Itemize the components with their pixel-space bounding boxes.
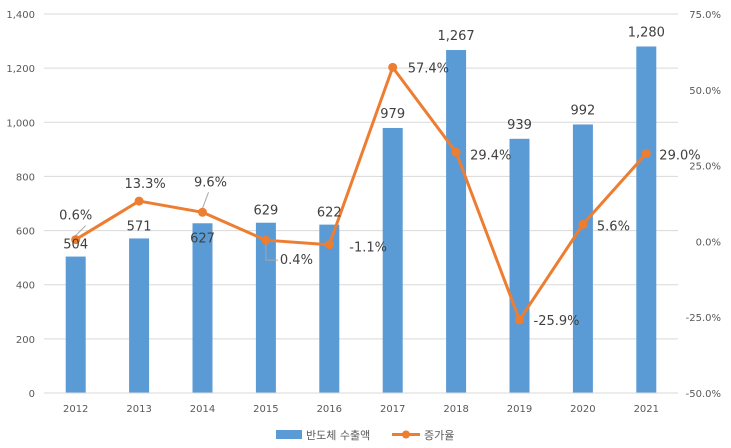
- y-left-tick-label: 400: [16, 281, 35, 292]
- bar-data-label: 992: [570, 103, 595, 118]
- bar-data-label: 571: [127, 219, 152, 234]
- legend-swatch-marker: [402, 430, 410, 439]
- y-right-tick-label: -25.0%: [686, 313, 721, 324]
- y-right-tick-label: -50.0%: [686, 389, 721, 400]
- bar-data-label: 629: [253, 204, 278, 219]
- line-data-label: 9.6%: [194, 175, 227, 190]
- y-left-tick-label: 600: [16, 227, 35, 238]
- y-right-tick-label: 0.0%: [696, 237, 721, 248]
- bar-series: [65, 46, 657, 394]
- x-tick-label: 2020: [570, 404, 595, 415]
- bar: [65, 256, 86, 393]
- bar: [192, 223, 213, 393]
- line-data-label: 5.6%: [597, 219, 630, 234]
- x-tick-label: 2012: [63, 404, 88, 415]
- line-data-label: 57.4%: [408, 61, 449, 76]
- bar-data-label: 1,280: [628, 25, 665, 40]
- line-data-label: 29.4%: [470, 148, 511, 163]
- bar-data-label: 622: [317, 206, 342, 221]
- bar: [382, 127, 403, 394]
- bar: [319, 224, 340, 393]
- bar-data-label: 939: [507, 118, 532, 133]
- bar-data-label: 979: [380, 107, 405, 122]
- line-marker: [388, 62, 398, 72]
- line-marker: [198, 207, 207, 217]
- line-marker: [515, 315, 524, 325]
- line-marker: [134, 196, 144, 206]
- line-data-labels: 0.6% 13.3% 9.6% 0.4% -1.1% 57.4% 29.4% -25.9% 5.…: [59, 61, 700, 329]
- bar: [509, 138, 530, 393]
- y-left-tick-label: 0: [29, 389, 35, 400]
- line-marker: [261, 235, 271, 245]
- line-data-label: -25.9%: [534, 314, 580, 329]
- x-tick-label: 2016: [317, 404, 342, 415]
- legend: 반도체 수출액 증가율: [276, 429, 454, 442]
- y-left-tick-label: 1,400: [6, 10, 35, 21]
- y-right-tick-label: 50.0%: [689, 86, 721, 97]
- bar: [636, 46, 657, 393]
- gridlines: [44, 13, 678, 340]
- label-leader-lines: [75, 192, 278, 261]
- line-path: [74, 65, 648, 322]
- right-y-axis: -50.0% -25.0% 0.0% 25.0% 50.0% 75.0%: [686, 10, 721, 400]
- y-left-tick-label: 1,200: [6, 64, 35, 75]
- line-marker: [324, 240, 334, 250]
- legend-label-line: 증가율: [424, 429, 454, 442]
- line-data-label: 29.0%: [659, 148, 700, 163]
- y-left-tick-label: 1,000: [6, 118, 35, 129]
- line-marker: [641, 148, 651, 158]
- bar-data-label: 627: [190, 231, 215, 246]
- bar: [129, 238, 150, 393]
- y-right-tick-label: 25.0%: [689, 162, 721, 173]
- bar-data-label: 504: [63, 238, 88, 253]
- bar-data-labels: 504 571 627 629 622 979 1,267 939 992 1,280: [63, 25, 665, 252]
- label-leader-line: [202, 192, 209, 209]
- x-tick-label: 2019: [507, 404, 532, 415]
- bar-data-label: 1,267: [437, 29, 474, 44]
- bar: [446, 50, 467, 393]
- line-marker: [451, 147, 461, 157]
- line-marker: [578, 219, 588, 229]
- legend-label-bar: 반도체 수출액: [306, 429, 370, 442]
- y-right-tick-label: 75.0%: [689, 10, 721, 21]
- line-data-label: 0.6%: [59, 209, 92, 224]
- line-data-label: 13.3%: [124, 177, 165, 192]
- x-tick-label: 2013: [126, 404, 151, 415]
- x-axis: 2012 2013 2014 2015 2016 2017 2018 2019 2020 2021: [44, 392, 678, 415]
- y-left-tick-label: 200: [16, 335, 35, 346]
- x-tick-label: 2021: [634, 404, 659, 415]
- line-data-label: -1.1%: [349, 241, 387, 256]
- left-y-axis: 0 200 400 600 800 1,000 1,200 1,400: [6, 10, 35, 400]
- x-tick-label: 2018: [443, 404, 468, 415]
- bar: [572, 124, 593, 394]
- label-leader-line: [75, 225, 87, 236]
- line-marker: [71, 235, 81, 245]
- legend-swatch-bar: [276, 430, 302, 439]
- x-tick-label: 2017: [380, 404, 405, 415]
- line-series: [71, 62, 651, 325]
- y-left-tick-label: 800: [16, 172, 35, 183]
- x-tick-label: 2014: [190, 404, 215, 415]
- line-data-label: 0.4%: [280, 253, 313, 268]
- label-leader-line: [265, 243, 278, 261]
- x-tick-label: 2015: [253, 404, 278, 415]
- bar: [255, 222, 276, 393]
